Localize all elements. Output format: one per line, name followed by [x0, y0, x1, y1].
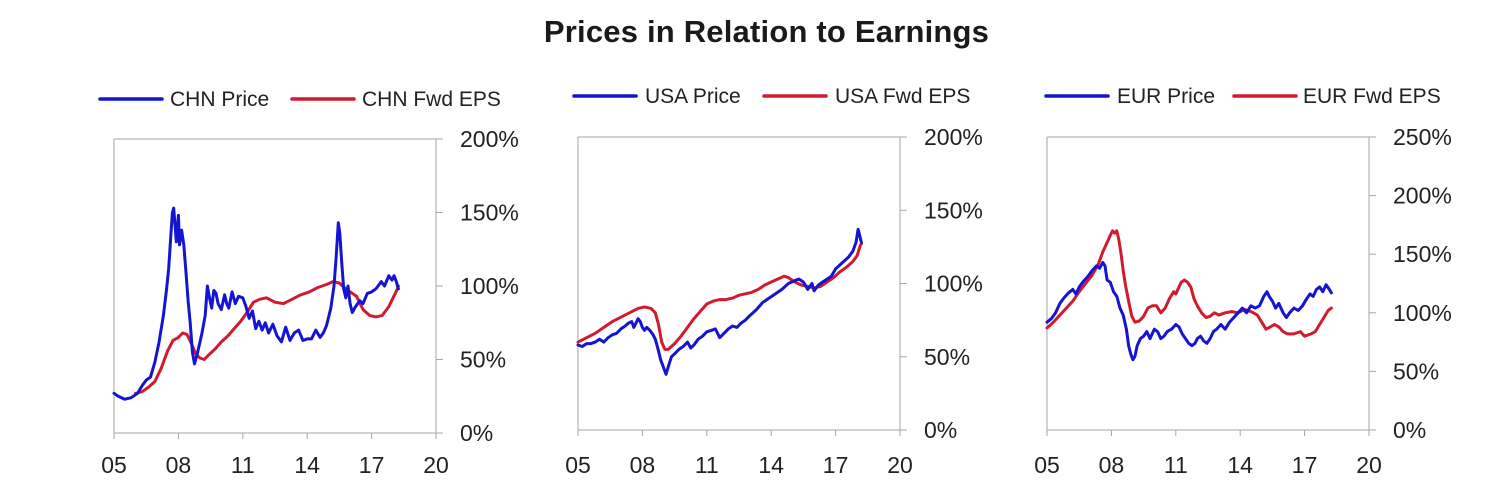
europe-x-tick-label: 11 [1164, 452, 1188, 478]
europe-y-tick-label: 0% [1393, 417, 1426, 443]
usa-x-tick-label: 14 [758, 452, 784, 478]
europe-y-tick-label: 150% [1393, 241, 1452, 267]
usa-series-eps [576, 242, 863, 351]
china-x-tick-label: 08 [166, 452, 192, 478]
europe-legend-label-eps: EUR Fwd EPS [1303, 85, 1441, 108]
europe-legend-label-price: EUR Price [1117, 85, 1215, 108]
china-y-tick-label: 0% [460, 420, 493, 446]
china-x-tick-label: 20 [423, 452, 449, 478]
europe-x-tick-label: 08 [1099, 452, 1125, 478]
europe-series-eps [1045, 229, 1333, 338]
europe-y-tick-label: 50% [1393, 358, 1439, 384]
europe-x-tick-label: 05 [1034, 452, 1060, 478]
usa-x-tick-label: 05 [565, 452, 591, 478]
usa-y-tick-label: 100% [924, 271, 983, 297]
china-y-tick-label: 100% [460, 273, 519, 299]
europe-y-tick-label: 250% [1393, 124, 1452, 150]
usa-x-tick-label: 17 [823, 452, 849, 478]
europe-y-tick-label: 200% [1393, 183, 1452, 209]
europe-series-price [1045, 260, 1333, 362]
china-y-tick-label: 50% [460, 347, 506, 373]
europe-x-tick-label: 17 [1292, 452, 1318, 478]
europe-x-tick-label: 20 [1356, 452, 1382, 478]
usa-y-tick-label: 50% [924, 344, 970, 370]
china-x-tick-label: 14 [294, 452, 320, 478]
usa-legend-label-eps: USA Fwd EPS [835, 85, 970, 108]
usa-y-tick-label: 150% [924, 197, 983, 223]
usa-y-tick-label: 200% [924, 124, 983, 150]
europe-y-tick-label: 100% [1393, 300, 1452, 326]
china-series-price [112, 206, 400, 401]
china-legend-label-eps: CHN Fwd EPS [362, 88, 501, 111]
usa-y-tick-label: 0% [924, 417, 957, 443]
usa-series-price [576, 227, 863, 376]
china-x-tick-label: 11 [231, 452, 255, 478]
china-series-eps [134, 280, 400, 395]
china-x-tick-label: 05 [101, 452, 127, 478]
china-legend-label-price: CHN Price [170, 88, 269, 111]
usa-legend-label-price: USA Price [645, 85, 741, 108]
usa-x-tick-label: 08 [630, 452, 656, 478]
usa-x-tick-label: 20 [887, 452, 913, 478]
china-y-tick-label: 150% [460, 200, 519, 226]
china-x-tick-label: 17 [359, 452, 385, 478]
china-y-tick-label: 200% [460, 126, 519, 152]
europe-x-tick-label: 14 [1227, 452, 1253, 478]
chart-title: Prices in Relation to Earnings [543, 14, 990, 49]
usa-x-tick-label: 11 [695, 452, 719, 478]
